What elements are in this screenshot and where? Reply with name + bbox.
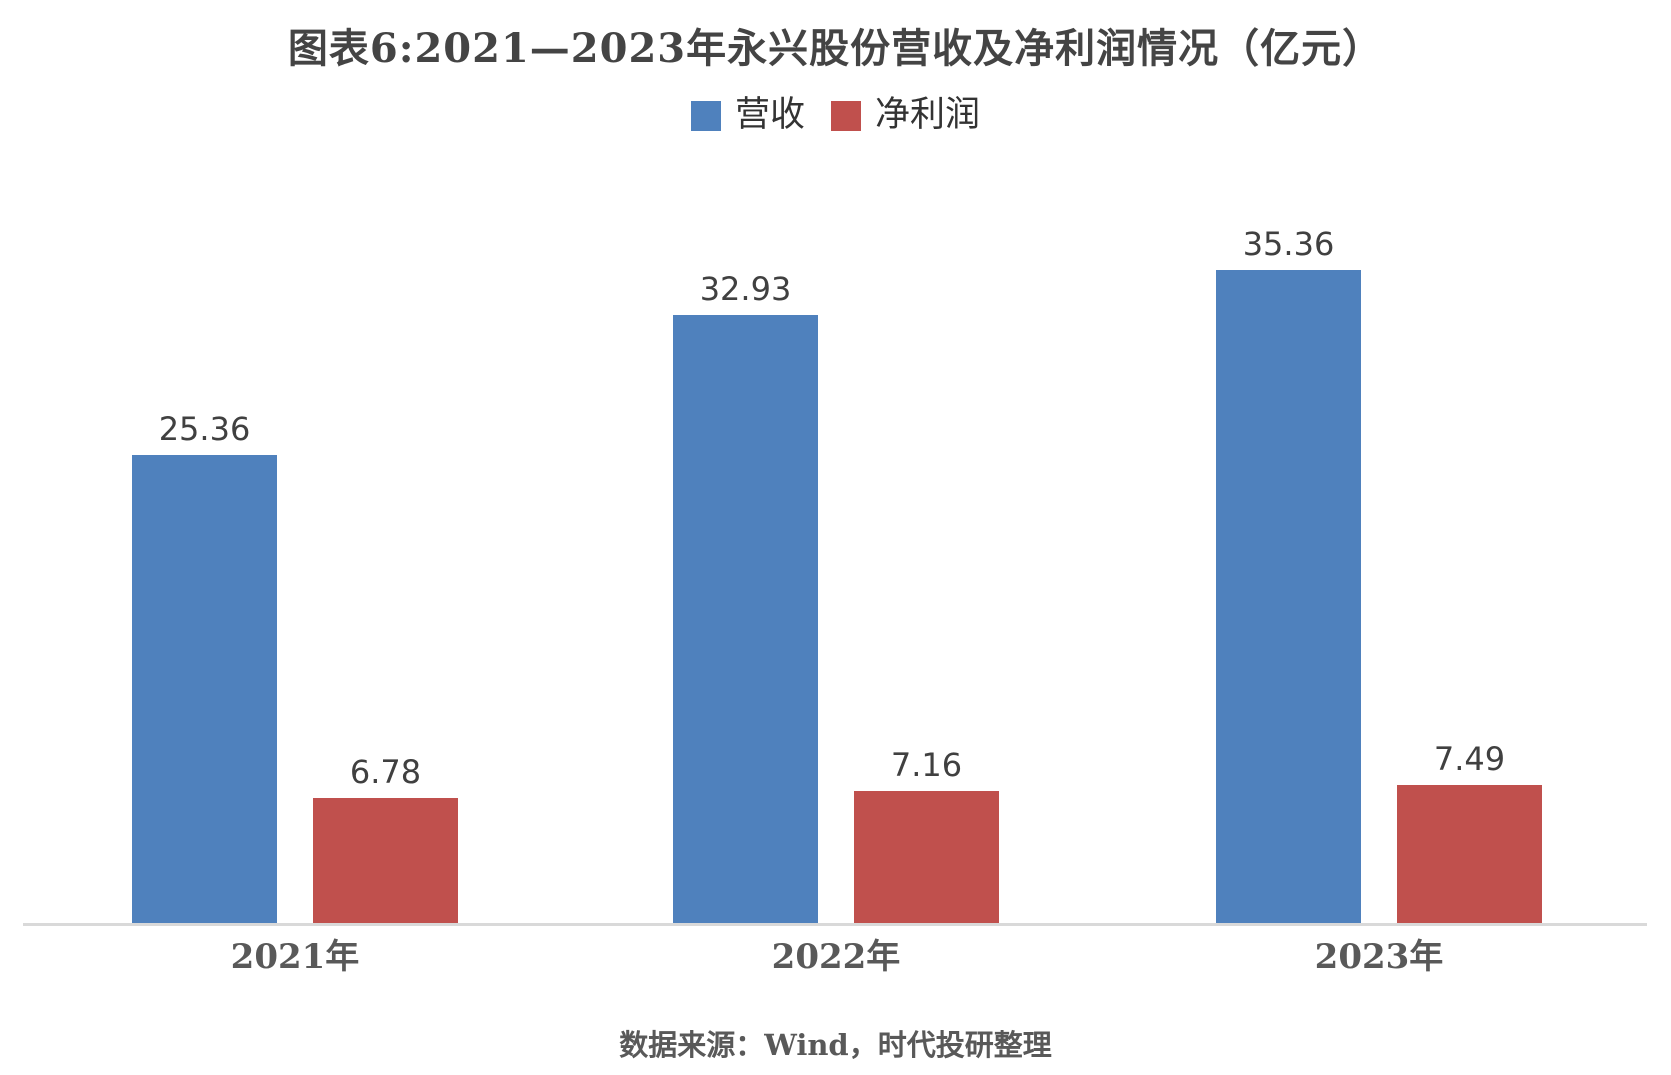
legend: 营收 净利润 xyxy=(0,98,1671,133)
chart-title: 图表6:2021—2023年永兴股份营收及净利润情况（亿元） xyxy=(287,25,1384,72)
x-axis-label-2022: 2022年 xyxy=(771,937,901,977)
legend-swatch-net-profit xyxy=(831,100,861,131)
value-label-net-profit-2023: 7.49 xyxy=(1433,739,1506,778)
bar-revenue-2023 xyxy=(1216,269,1361,923)
value-label-net-profit-2022: 7.16 xyxy=(890,745,963,784)
x-axis-label-2023: 2023年 xyxy=(1314,937,1444,977)
x-axis-line xyxy=(23,923,1647,926)
legend-item-net-profit: 净利润 xyxy=(831,98,980,133)
value-label-revenue-2021: 25.36 xyxy=(158,409,251,448)
value-label-net-profit-2021: 6.78 xyxy=(349,752,422,791)
source-note: 数据来源：Wind，时代投研整理 xyxy=(619,1028,1052,1062)
bar-revenue-2021 xyxy=(132,454,277,923)
legend-label-net-profit: 净利润 xyxy=(875,95,981,135)
value-label-revenue-2022: 32.93 xyxy=(699,269,792,308)
bar-revenue-2022 xyxy=(673,314,818,923)
value-label-revenue-2023: 35.36 xyxy=(1242,224,1335,263)
legend-item-revenue: 营收 xyxy=(690,95,805,135)
bar-net-profit-2021 xyxy=(313,797,458,923)
legend-swatch-revenue xyxy=(690,100,721,131)
bar-net-profit-2022 xyxy=(854,790,999,923)
bar-net-profit-2023 xyxy=(1397,784,1542,923)
legend-label-revenue: 营收 xyxy=(734,95,805,135)
x-axis-label-2021: 2021年 xyxy=(230,937,360,977)
